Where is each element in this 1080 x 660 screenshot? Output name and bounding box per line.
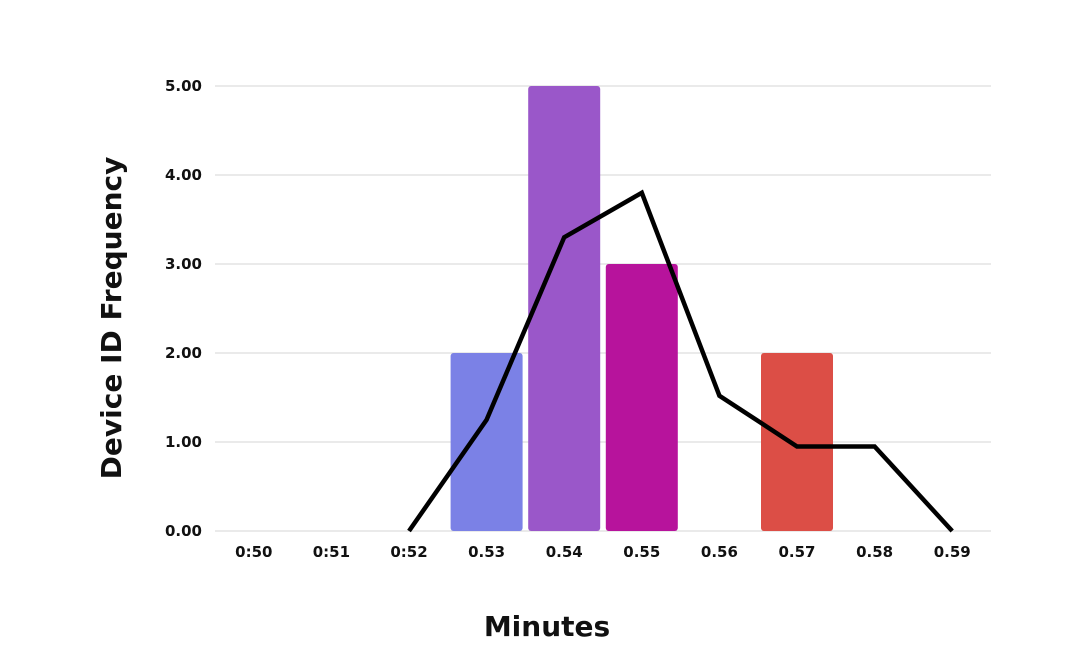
- x-axis-title: Minutes: [484, 610, 610, 643]
- bar: [528, 86, 601, 531]
- x-tick-label: 0.53: [468, 543, 505, 561]
- bars: [450, 86, 833, 531]
- x-tick-label: 0:50: [235, 543, 272, 561]
- y-tick-label: 3.00: [165, 255, 202, 273]
- y-tick-label: 0.00: [165, 522, 202, 540]
- y-tick-label: 4.00: [165, 166, 202, 184]
- x-tick-label: 0.56: [701, 543, 738, 561]
- bar: [450, 353, 523, 531]
- y-tick-label: 2.00: [165, 344, 202, 362]
- trend-line-layer: [407, 189, 954, 533]
- x-tick-label: 0.54: [546, 543, 583, 561]
- x-tick-label: 0.57: [778, 543, 815, 561]
- x-tick-label: 0.55: [623, 543, 660, 561]
- trend-line: [407, 189, 954, 533]
- y-tick-label: 1.00: [165, 433, 202, 451]
- x-tick-label: 0.58: [856, 543, 893, 561]
- y-axis-ticks: 0.00 1.00 2.00 3.00 4.00 5.00: [165, 77, 202, 540]
- x-axis-ticks: 0:50 0:51 0:52 0.53 0.54 0.55 0.56 0.57 0.58 0.59: [235, 543, 971, 561]
- bar: [761, 353, 833, 531]
- bar: [605, 264, 678, 531]
- y-axis-title: Device ID Frequency: [95, 157, 128, 480]
- x-tick-label: 0.59: [934, 543, 971, 561]
- x-tick-label: 0:52: [390, 543, 427, 561]
- x-tick-label: 0:51: [313, 543, 350, 561]
- gridlines: [215, 85, 991, 532]
- y-tick-label: 5.00: [165, 77, 202, 95]
